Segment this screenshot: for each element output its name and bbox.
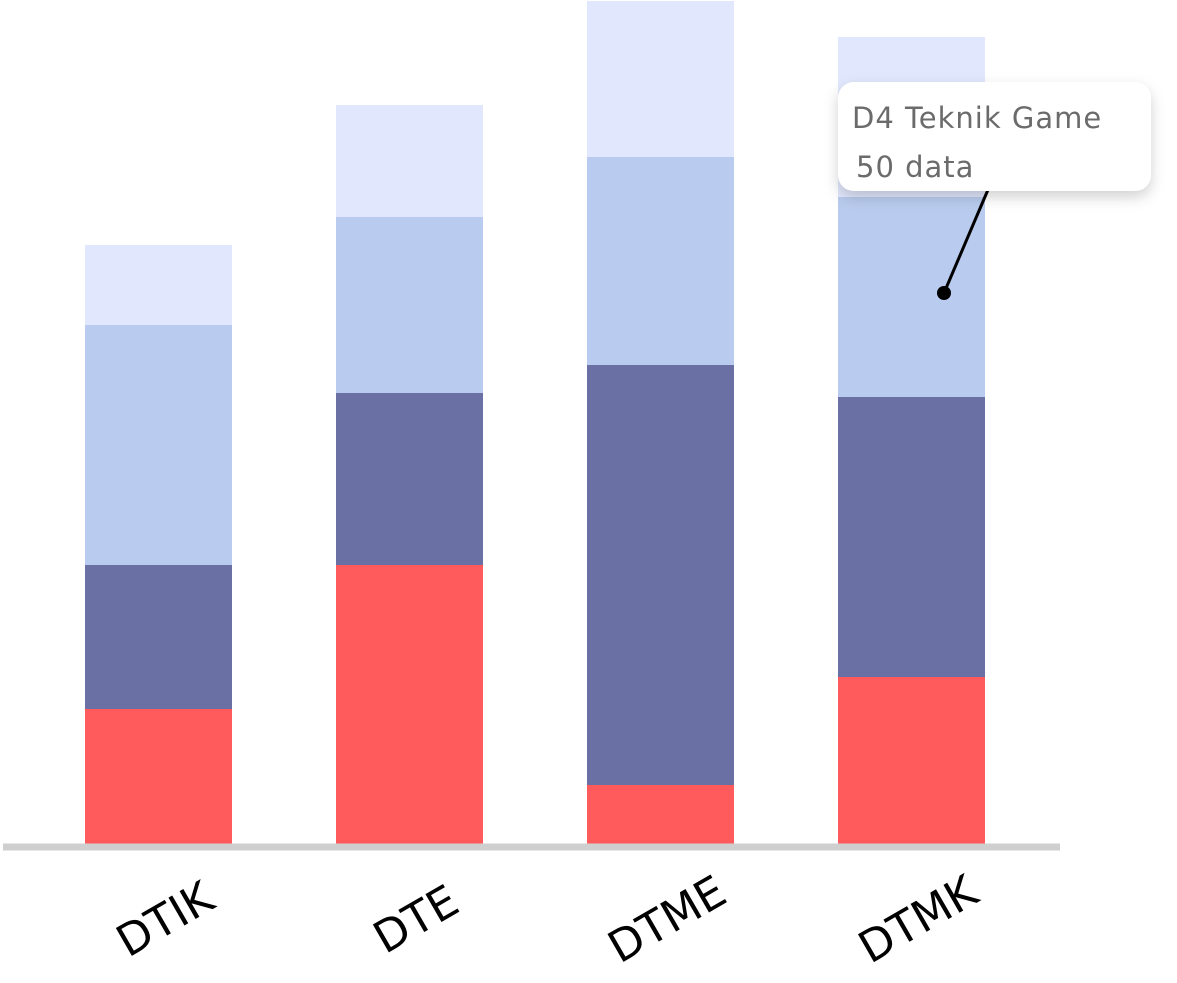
bar-segment [587, 785, 734, 845]
bar-segment [838, 397, 985, 677]
bar-segment [587, 1, 734, 157]
bar-segment [336, 393, 483, 565]
bar-segment [85, 709, 232, 845]
bar-segment [336, 565, 483, 845]
x-tick-label: DTMK [850, 865, 987, 974]
bar-segment [587, 365, 734, 785]
bar-segment [336, 105, 483, 217]
x-tick-label: DTIK [108, 872, 223, 968]
tooltip-dot [937, 286, 951, 300]
x-tick-label: DTE [365, 876, 467, 964]
tooltip: D4 Teknik Game 50 data [838, 82, 1151, 300]
tooltip-pointer [942, 184, 992, 294]
x-labels: DTIK DTE DTME DTMK [108, 865, 987, 974]
tooltip-text: 50 data [856, 150, 974, 184]
tooltip-box [838, 82, 1151, 191]
bar-segment [587, 157, 734, 365]
bars [85, 1, 985, 845]
bar-segment [838, 197, 985, 397]
bar-segment [838, 677, 985, 845]
bar-segment [85, 245, 232, 325]
bar-segment [336, 217, 483, 393]
x-tick-label: DTME [600, 866, 735, 973]
bar-segment [85, 325, 232, 565]
tooltip-title: D4 Teknik Game [852, 101, 1102, 135]
bar-segment [85, 565, 232, 709]
